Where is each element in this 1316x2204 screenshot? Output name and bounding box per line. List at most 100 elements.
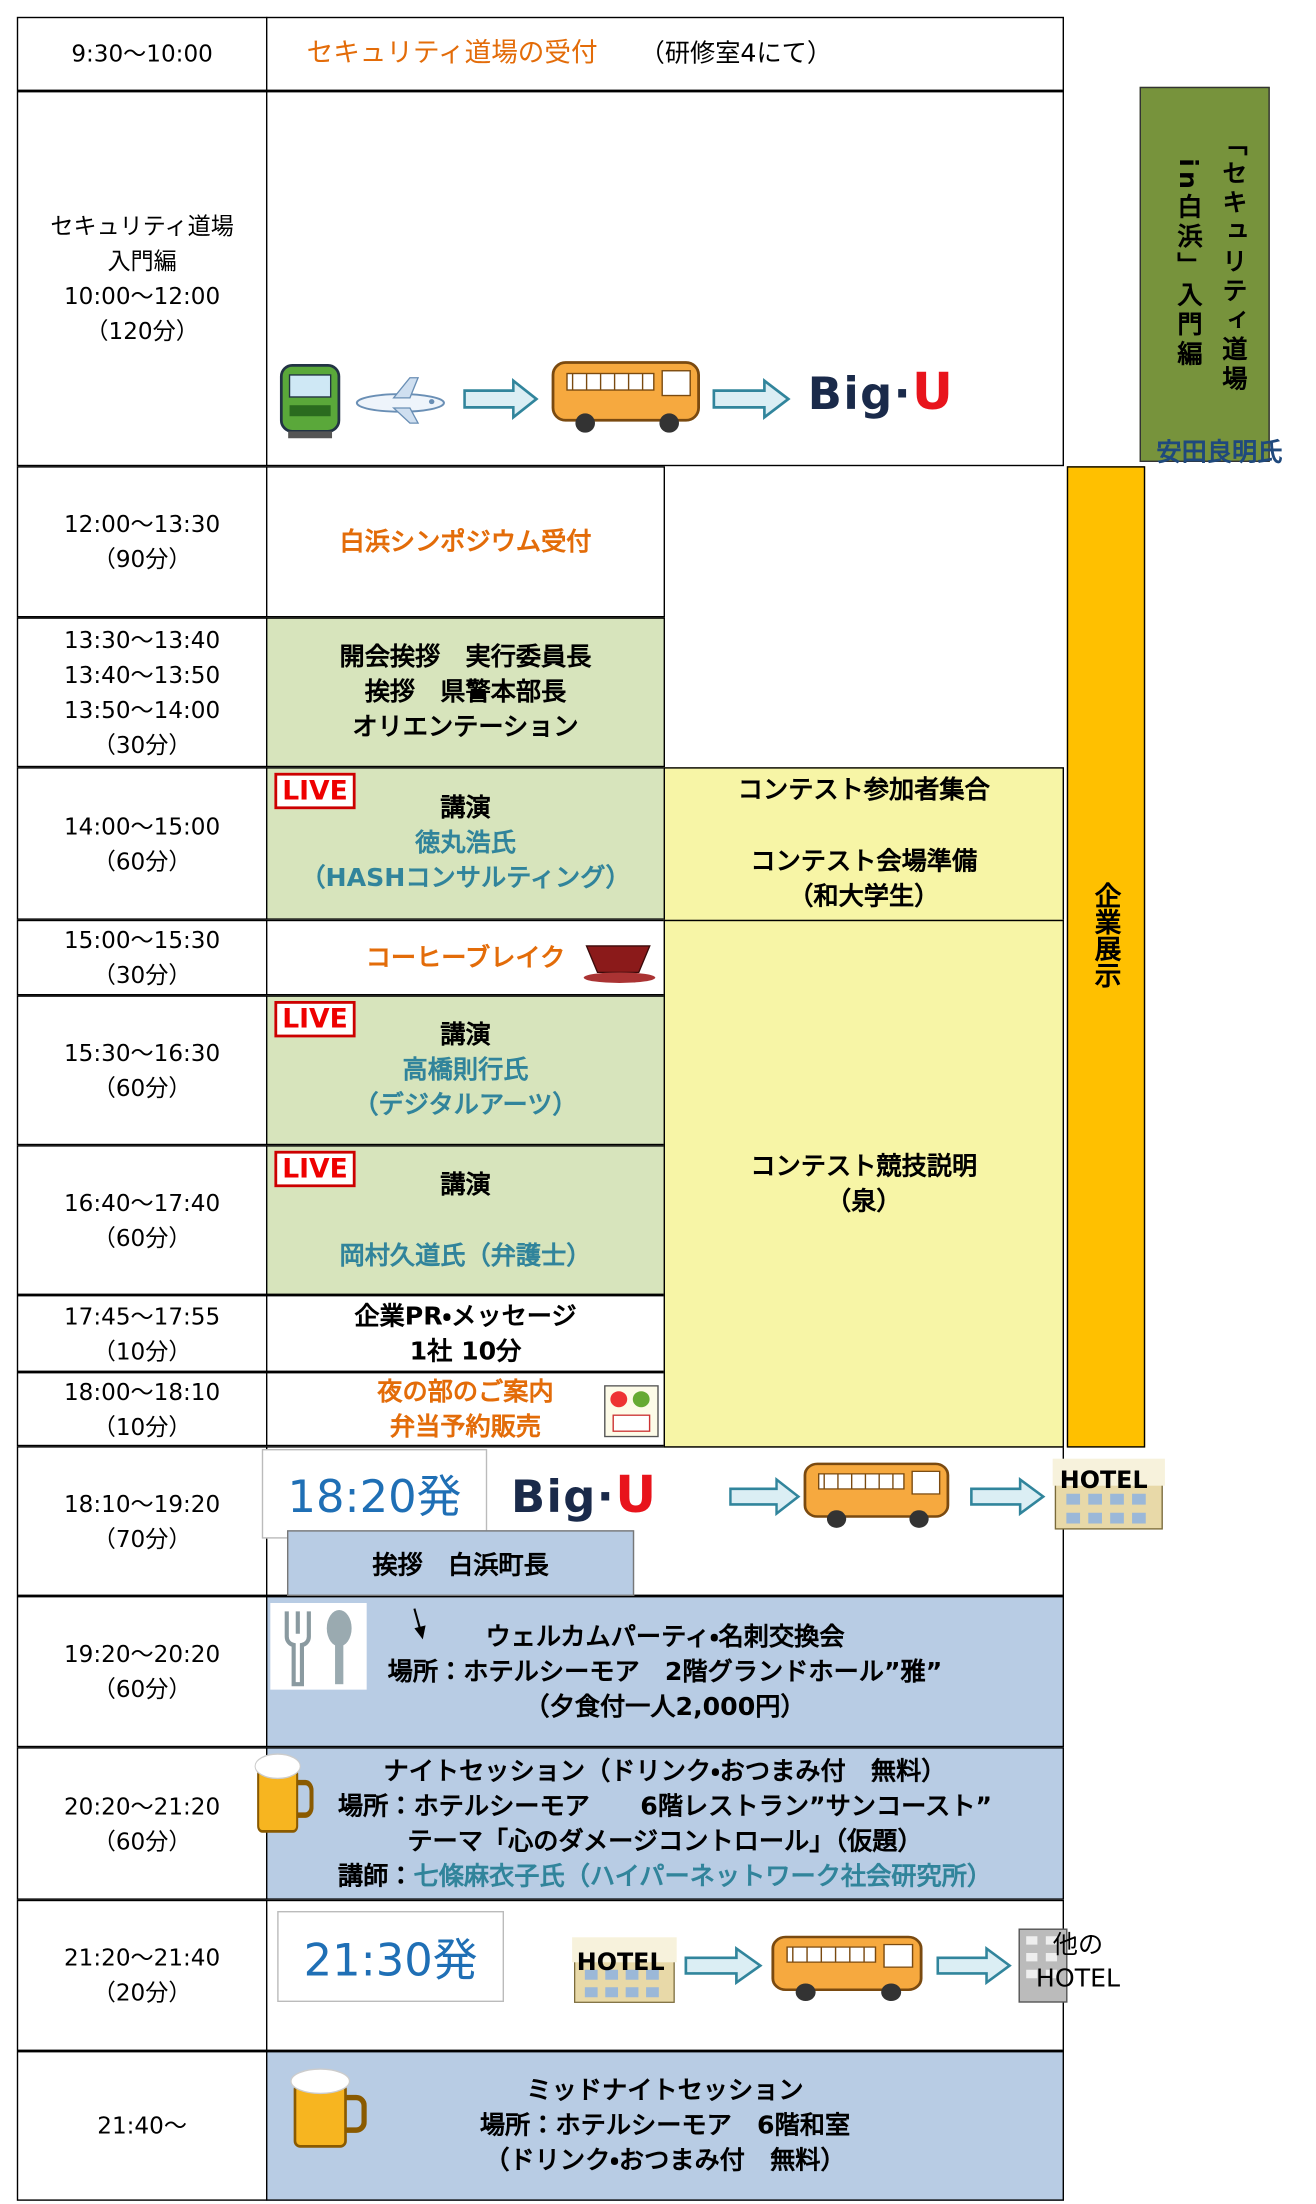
content-line: 講演 [440,1169,491,1200]
icon-fork [270,1603,367,1690]
time-text: 20:20〜21:20 （60分） [18,1749,266,1899]
icon-part [818,1473,905,1490]
icon-part [1018,1928,1068,2003]
icon-part [254,1753,301,1780]
icon-part [936,1946,1012,1986]
time-line: 21:20〜21:40 [63,1944,221,1972]
time-cell: 16:40〜17:40 （60分） [16,1145,268,1295]
content-line: 岡村久道氏（弁護士） [339,1241,592,1271]
icon-part [659,413,679,433]
time-line: 16:40〜17:40 [63,1189,221,1216]
content-line: （HASHコンサルティング） [300,863,631,894]
contest-line: コンテスト参加者集合 [737,775,990,805]
icon-part [290,2068,367,2148]
content-text: 講演 高橋則行氏 （デジタルアーツ） [267,997,663,1144]
logo-big: Big· [511,1470,616,1524]
icon-hotel [1047,1456,1170,1532]
time-text: 15:00〜15:30 （30分） [18,921,266,994]
content-cell: ウェルカムパーティ・名刺交換会 場所：ホテルシーモア 2階グランドホール”雅” （夕… [266,1596,1064,1748]
contest-line: コンテスト会場準備 [750,847,978,877]
content-cell: 講演 高橋則行氏 （デジタルアーツ） LIVE [266,995,665,1146]
content-cell: コーヒーブレイク [266,919,665,996]
content-line: （研修室4にて） [639,39,833,69]
content-text: 講演 徳丸浩氏 （HASHコンサルティング） [267,769,663,919]
icon-part [1026,1936,1057,1979]
icon-part [823,1473,894,1489]
time-line: 10:00〜12:00 [63,282,221,310]
hotel-label: HOTEL [576,1948,665,1977]
content-line: 場所：ホテルシーモア 6階レストラン”サンコースト” [337,1791,993,1821]
departure-time: 21:30発 [303,1932,478,1986]
live-badge: LIVE [274,1001,356,1038]
icon-part [551,361,701,433]
time-line: （10分） [92,1337,192,1365]
departure-box: 21:30発 [277,1911,504,2002]
icon-part [729,1477,801,1517]
time-text: 21:20〜21:40 （20分） [18,1901,266,2049]
icon-beer [287,2065,367,2152]
time-text: 15:30〜16:30 （60分） [18,997,266,1144]
time-line: 13:50〜14:00 [63,696,221,724]
icon-part [288,431,333,439]
icon-down [410,1606,430,1642]
content-line: （デジタルアーツ） [353,1090,578,1120]
icon-part [632,1391,650,1408]
time-line: （30分） [92,731,192,759]
content-line: （夕食付一人2,000円） [524,1691,806,1722]
time-line: （10分） [92,1413,192,1440]
icon-part [712,378,791,420]
time-line: 15:30〜16:30 [63,1039,221,1067]
icon-part [254,1753,314,1833]
content-line: 夜の部のご案内 [377,1376,554,1407]
exhibit-bar: 企業展示 [1066,466,1146,1448]
contest-upper-text: コンテスト参加者集合 コンテスト会場準備 （和大学生） [665,769,1063,920]
icon-part [290,2068,351,2095]
departure-box: 18:20発 [261,1449,488,1539]
icon-part [826,1510,847,1528]
logo-big: Big· [807,366,912,420]
icon-plane [353,375,448,425]
time-text: 18:00〜18:10 （10分） [18,1373,266,1444]
icon-arrow [935,1946,1012,1986]
other-hotel-line: 他の [1052,1930,1104,1960]
content-line: オリエンテーション [352,712,579,742]
icon-part [413,1608,426,1640]
icon-arrow [711,378,791,420]
icon-bus [802,1459,953,1532]
icon-part [661,370,691,397]
icon-hotel [567,1935,682,2005]
icon-part [729,1477,801,1517]
dojo-title-line: in白浜」入門編 [1173,158,1203,370]
icon-part [970,1477,1046,1517]
content-line: （ドリンク・おつまみ付 無料） [484,2146,846,2176]
contest-line: コンテスト競技説明 [750,1151,978,1181]
content-cell: 講演 徳丸浩氏 （HASHコンサルティング） LIVE [266,767,665,920]
icon-part [786,1946,877,1963]
time-cell: 15:30〜16:30 （60分） [16,995,268,1146]
hotel-label: HOTEL [1059,1467,1148,1496]
big-u-logo: Big·U [511,1467,735,1524]
time-line: 13:40〜13:50 [63,661,221,689]
icon-part [428,399,435,405]
content-line: テーマ「心のダメージコントロール」（仮題） [407,1826,923,1856]
icon-part [612,1414,651,1432]
content-line: 徳丸浩氏 [415,828,516,859]
lecturer-label: 講師： [337,1861,414,1891]
icon-part [583,972,656,983]
icon-part [881,1983,902,2002]
time-cell: 21:20〜21:40 （20分） [16,1899,268,2051]
other-hotel: 他の HOTEL [1029,1929,1127,1999]
content-text: 開会挨拶 実行委員長 挨拶 県警本部長 オリエンテーション [267,619,663,766]
time-line: （120分） [85,317,199,345]
icon-arrow [683,1946,763,1986]
icon-part [326,1610,352,1647]
time-cell: 9:30〜10:00 [16,16,268,91]
time-line: 15:00〜15:30 [63,926,221,954]
time-cell: セキュリティ道場 入門編 10:00〜12:00 （120分） [16,91,268,467]
time-line: 13:30〜13:40 [63,626,221,654]
icon-part [297,1779,314,1818]
icon-part [572,1937,677,1963]
contest-line: （泉） [826,1186,902,1216]
icon-part [571,373,644,391]
time-text: 13:30〜13:40 13:40〜13:50 13:50〜14:00 （30分） [18,619,266,766]
